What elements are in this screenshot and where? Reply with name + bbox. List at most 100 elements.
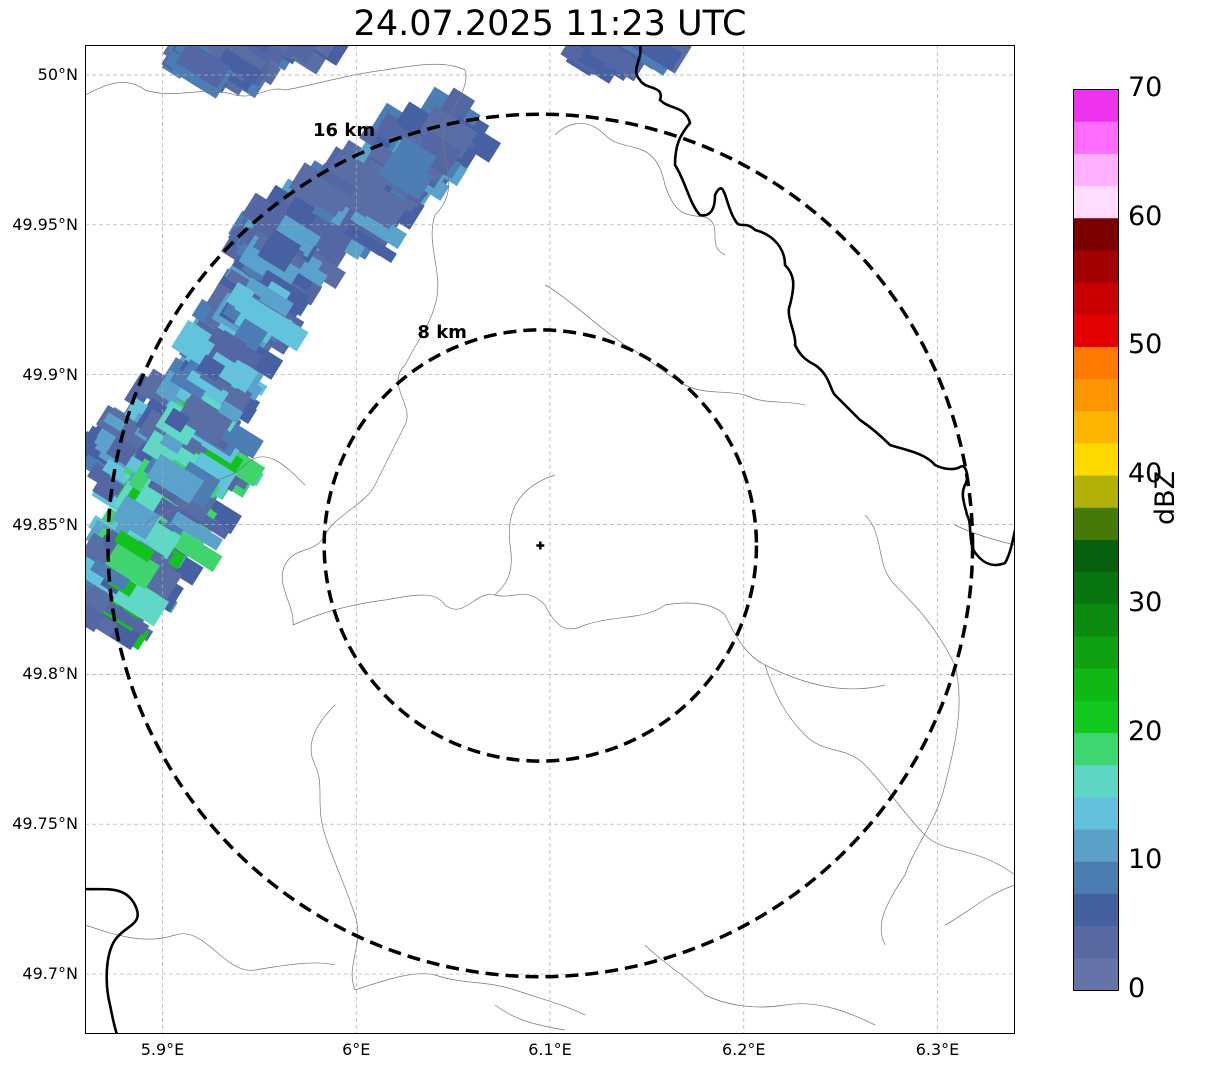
echo-cell — [241, 192, 288, 235]
echo-cell — [413, 130, 462, 176]
echo-cell — [275, 45, 322, 64]
echo-cell — [625, 45, 683, 72]
colorbar-segment — [1073, 121, 1119, 154]
echo-cell — [392, 136, 437, 176]
echo-cell — [234, 296, 276, 330]
lat-tick-label: 49.9°N — [22, 364, 78, 384]
echo-cell — [418, 105, 478, 159]
echo-cell — [104, 540, 161, 590]
colorbar-tick-label: 60 — [1128, 200, 1163, 232]
colorbar-segment — [1073, 153, 1119, 187]
colorbar-segment — [1073, 764, 1119, 798]
colorbar-segment — [1073, 700, 1119, 734]
gridlines — [85, 45, 1015, 1034]
echo-cell — [170, 511, 223, 551]
echo-cell — [111, 495, 161, 540]
echo-cell — [176, 393, 234, 445]
colorbar-segment — [1073, 185, 1119, 219]
colorbar-tick-label: 20 — [1128, 715, 1163, 747]
colorbar-segment — [1073, 410, 1119, 444]
lat-tick-label: 50°N — [37, 64, 78, 84]
echo-cell — [344, 224, 397, 263]
echo-cell — [288, 162, 352, 217]
lon-tick-label: 6.2°E — [721, 1040, 766, 1059]
echo-cell — [293, 45, 337, 58]
echo-cell — [196, 354, 226, 382]
echo-cell — [169, 372, 206, 400]
echo-cell — [217, 48, 263, 85]
colorbar-segment — [1073, 475, 1119, 508]
range-rings: 8 km 16 km — [106, 112, 975, 979]
colorbar-segment — [1073, 346, 1119, 380]
echo-cell — [293, 45, 353, 66]
radar-site-marker — [536, 541, 545, 550]
lat-tick-label: 49.75°N — [12, 814, 78, 834]
colorbar-segment — [1073, 249, 1119, 283]
echo-cell — [146, 453, 205, 505]
range-ring-label: 8 km — [417, 322, 467, 343]
colorbar-segment — [1073, 893, 1119, 927]
echo-cell — [242, 277, 294, 318]
echo-cell — [589, 45, 645, 82]
echo-cell — [217, 400, 244, 424]
lat-tick-label: 49.95°N — [12, 214, 78, 234]
echo-cell — [270, 222, 315, 258]
colorbar-segment — [1073, 957, 1119, 991]
lon-tick-label: 6.3°E — [915, 1040, 960, 1059]
colorbar-tick-label: 0 — [1128, 973, 1146, 1004]
echo-cell — [206, 347, 259, 393]
colorbar — [1073, 89, 1119, 991]
colorbar-label: dBZ — [1150, 470, 1181, 525]
echo-cell — [164, 407, 190, 433]
colorbar-tick-label: 30 — [1128, 586, 1163, 618]
echo-cell — [113, 530, 155, 563]
echo-cell — [85, 586, 111, 615]
colorbar-segment — [1073, 507, 1119, 540]
echo-cell — [243, 45, 295, 66]
echo-cell — [250, 45, 275, 53]
colorbar-tick-label: 50 — [1128, 329, 1163, 361]
echo-cell — [103, 412, 126, 432]
colorbar-segment — [1073, 925, 1119, 959]
map-frame — [85, 45, 1015, 1034]
echo-cell — [99, 598, 150, 636]
lon-tick-label: 5.9°E — [140, 1040, 185, 1059]
colorbar-segment — [1073, 636, 1119, 669]
lon-tick-label: 6.1°E — [528, 1040, 572, 1059]
colorbar-segment — [1073, 668, 1119, 701]
colorbar-segment — [1073, 571, 1119, 605]
colorbar-segment — [1073, 314, 1119, 347]
precipitation-echoes — [85, 45, 692, 651]
colorbar-segment — [1073, 378, 1119, 412]
lat-tick-label: 49.85°N — [12, 514, 78, 534]
colorbar-segment — [1073, 603, 1119, 637]
colorbar-segment — [1073, 282, 1119, 315]
echo-cell — [257, 228, 302, 273]
country-border — [85, 45, 1015, 1034]
echo-cell — [225, 282, 255, 312]
colorbar-segment — [1073, 829, 1119, 862]
colorbar-segment — [1073, 861, 1119, 894]
lat-tick-label: 49.7°N — [22, 964, 78, 984]
colorbar-segment — [1073, 89, 1119, 122]
colorbar-segment — [1073, 732, 1119, 766]
colorbar-segment — [1073, 539, 1119, 573]
radar-map[interactable]: 8 km 16 km — [85, 45, 1015, 1034]
range-ring-label: 16 km — [313, 120, 375, 141]
echo-cell — [175, 45, 231, 89]
range-ring — [106, 112, 975, 979]
echo-cell — [208, 327, 263, 370]
colorbar-tick-label: 40 — [1128, 458, 1163, 490]
lon-tick-label: 6°E — [342, 1040, 371, 1059]
colorbar-segment — [1073, 442, 1119, 476]
lat-tick-label: 49.8°N — [22, 664, 78, 684]
echo-cell — [166, 527, 223, 572]
echo-cell — [378, 151, 434, 201]
colorbar-tick-label: 70 — [1128, 72, 1163, 103]
colorbar-segment — [1073, 796, 1119, 830]
colorbar-tick-label: 10 — [1128, 844, 1163, 876]
echo-cell — [312, 200, 338, 224]
map-title: 24.07.2025 11:23 UTC — [353, 4, 747, 44]
colorbar-segment — [1073, 217, 1119, 251]
echo-cell — [302, 215, 353, 261]
